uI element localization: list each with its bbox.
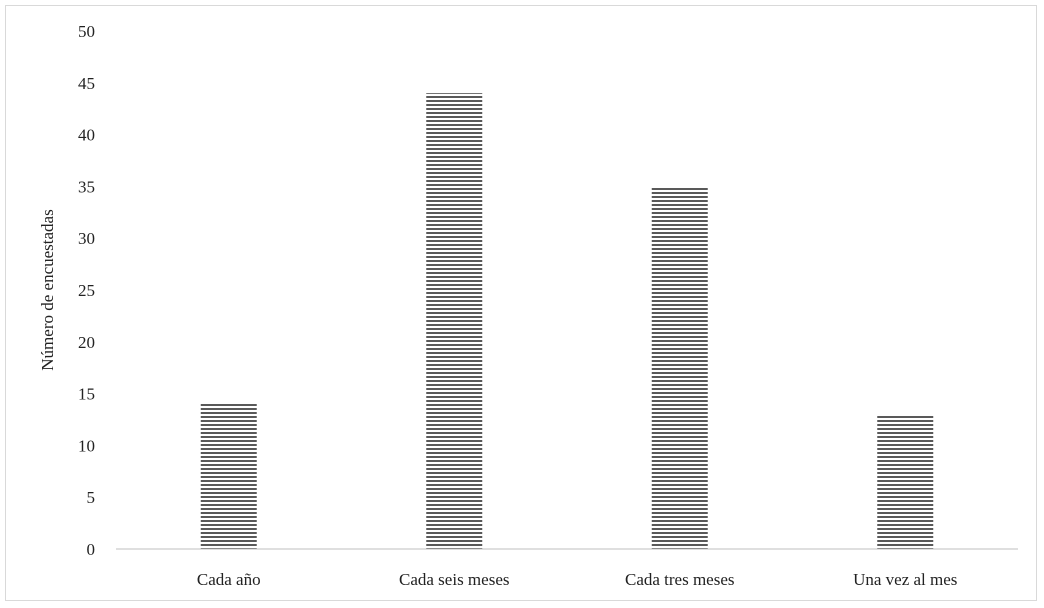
y-axis-ticks: 0 5 10 15 20 25 30 35 40 45 50 [78, 22, 95, 559]
y-tick-label: 40 [78, 126, 95, 145]
y-axis-title: Número de encuestadas [38, 209, 57, 370]
y-tick-label: 15 [78, 385, 95, 404]
chart-frame [5, 5, 1037, 601]
y-tick-label: 25 [78, 281, 95, 300]
y-tick-label: 20 [78, 333, 95, 352]
bar [877, 414, 934, 549]
y-tick-label: 0 [87, 540, 96, 559]
y-tick-label: 35 [78, 177, 95, 196]
x-category-label: Cada año [197, 570, 261, 589]
y-tick-label: 10 [78, 436, 95, 455]
x-axis-category-labels: Cada año Cada seis meses Cada tres meses Un… [197, 570, 958, 589]
bar [426, 93, 483, 549]
x-category-label: Cada seis meses [399, 570, 509, 589]
bar [651, 186, 708, 549]
x-category-label: Una vez al mes [853, 570, 957, 589]
y-tick-label: 45 [78, 74, 95, 93]
y-tick-label: 50 [78, 22, 95, 41]
y-tick-label: 5 [87, 488, 96, 507]
bar [200, 403, 257, 549]
y-tick-label: 30 [78, 229, 95, 248]
bars [200, 93, 934, 549]
x-category-label: Cada tres meses [625, 570, 735, 589]
